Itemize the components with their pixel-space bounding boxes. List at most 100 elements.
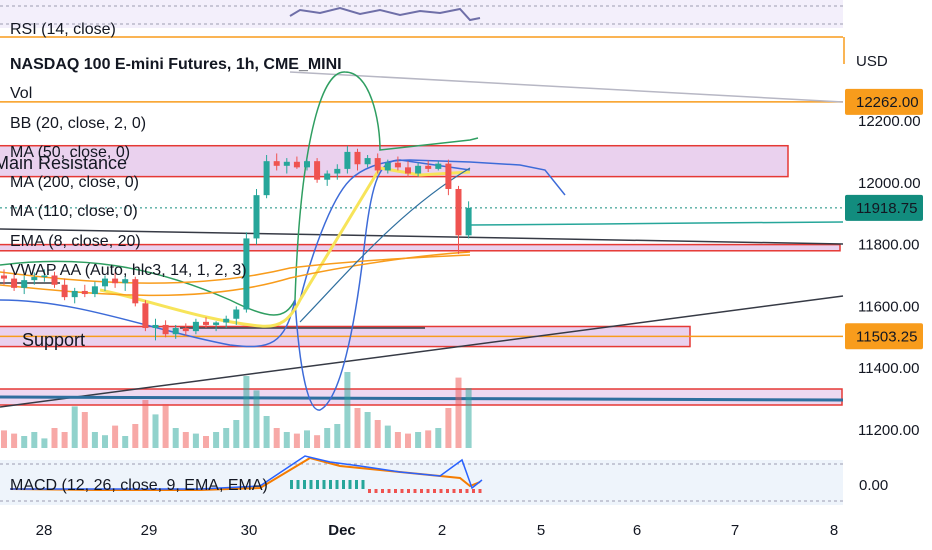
macd-label: MACD (12, 26, close, 9, EMA, EMA) — [10, 477, 268, 494]
macd-histogram-bar — [355, 480, 358, 489]
price-badges: 12262.00 11918.75 11503.25 — [845, 88, 923, 350]
volume-bar — [51, 428, 58, 448]
y-tick-label: 11600.00 — [858, 298, 919, 315]
macd-histogram-bar — [361, 480, 365, 489]
y-tick-label: 11200.00 — [858, 422, 919, 439]
volume-bar — [435, 428, 442, 448]
volume-bar — [263, 416, 270, 448]
volume-bar — [11, 433, 18, 448]
candle-body — [91, 286, 98, 295]
macd-histogram-bar — [342, 480, 345, 489]
volume-bar — [415, 432, 422, 448]
volume-bar — [425, 430, 432, 448]
macd-histogram-bar — [322, 480, 326, 489]
volume-bar — [233, 420, 240, 448]
volume-bar — [192, 433, 199, 448]
indicator-ema8: EMA (8, close, 20) — [10, 233, 141, 250]
candle-body — [293, 161, 300, 168]
candle-body — [102, 278, 108, 287]
macd-signal-line — [9, 456, 481, 491]
volume-bar — [31, 432, 38, 448]
volume-bar — [132, 424, 139, 448]
candle-body — [304, 161, 310, 168]
volume-bar — [273, 428, 280, 448]
candle-body — [132, 279, 139, 304]
macd-histogram-bar — [400, 489, 404, 493]
macd-histogram-bar — [472, 489, 475, 493]
candle-body — [344, 151, 351, 169]
zone-mid-band — [0, 243, 841, 252]
volume-bar — [172, 428, 179, 448]
candle-body — [233, 309, 240, 319]
macd-histogram-bar — [290, 480, 293, 489]
background-layer — [0, 0, 843, 505]
bb-basis — [299, 159, 566, 301]
bb-upper-band — [0, 71, 479, 316]
volume-bar — [354, 408, 361, 448]
x-tick-label: 28 — [36, 522, 53, 539]
volume-bar — [455, 377, 462, 448]
macd-histogram-bar — [459, 489, 462, 493]
candle-body — [41, 275, 48, 278]
candle-body — [384, 162, 391, 171]
volume-bar — [182, 432, 189, 448]
volume-bar — [445, 408, 452, 448]
grey-trend-line — [289, 71, 844, 103]
volume-bar — [213, 432, 220, 448]
volume-bar — [122, 436, 129, 448]
macd-histogram-bar — [394, 489, 397, 493]
macd-histogram-bar — [335, 480, 339, 489]
rsi-label: RSI (14, close) — [10, 21, 116, 38]
macd-histogram-bar — [303, 480, 306, 489]
volume-bar — [384, 425, 391, 448]
volume-bar — [405, 433, 411, 448]
volume-bar — [142, 400, 149, 448]
macd-histogram-bar — [433, 489, 436, 493]
currency-label: USD — [856, 53, 888, 70]
volume-bar — [253, 390, 260, 448]
x-tick-label: 30 — [241, 522, 258, 539]
candle-body — [425, 165, 432, 169]
volume-bar — [344, 372, 351, 448]
x-tick-label: 5 — [537, 522, 545, 539]
indicator-ma110: MA (110, close, 0) — [10, 203, 138, 220]
candle-body — [1, 275, 7, 279]
volume-bar — [162, 404, 169, 448]
candle-body — [21, 280, 28, 288]
y-tick-label: 12000.00 — [858, 175, 921, 192]
volume-bar — [394, 432, 401, 448]
macd-histogram-bar — [381, 489, 384, 493]
indicator-lines-layer — [0, 36, 845, 411]
candle-body — [122, 279, 129, 284]
candle-body — [435, 163, 442, 169]
volume-bar — [102, 435, 108, 448]
candle-body — [445, 163, 452, 189]
candle-body — [182, 328, 189, 332]
volume-bar — [81, 412, 88, 448]
macd-histogram-bar — [439, 489, 443, 493]
volume-bar — [324, 428, 331, 448]
zone-label-resistance: Main Resistance — [0, 153, 127, 173]
rsi-line — [289, 6, 481, 22]
price-badge-box — [845, 194, 923, 221]
zone-label-support: Support — [22, 330, 85, 350]
candle-body — [405, 167, 411, 174]
rsi-pane — [0, 0, 843, 28]
y-tick-label: 11800.00 — [858, 237, 919, 254]
candle-body — [51, 275, 58, 285]
macd-histogram-bar — [316, 480, 319, 489]
x-tick-label: 7 — [731, 522, 739, 539]
macd-histogram-bar — [446, 489, 449, 493]
indicator-ma50: MA (50, close, 0) — [10, 144, 130, 161]
macd-histogram-bar — [296, 480, 300, 489]
macd-pane — [0, 460, 843, 505]
x-tick-label: 8 — [830, 522, 838, 539]
price-badge-box — [845, 88, 923, 115]
macd-histogram-bar — [374, 489, 378, 493]
volume-bar — [283, 432, 290, 448]
teal-extension-line — [469, 221, 844, 226]
volume-bar — [41, 438, 48, 448]
candle-body — [112, 278, 119, 284]
candles-layer — [1, 145, 472, 341]
